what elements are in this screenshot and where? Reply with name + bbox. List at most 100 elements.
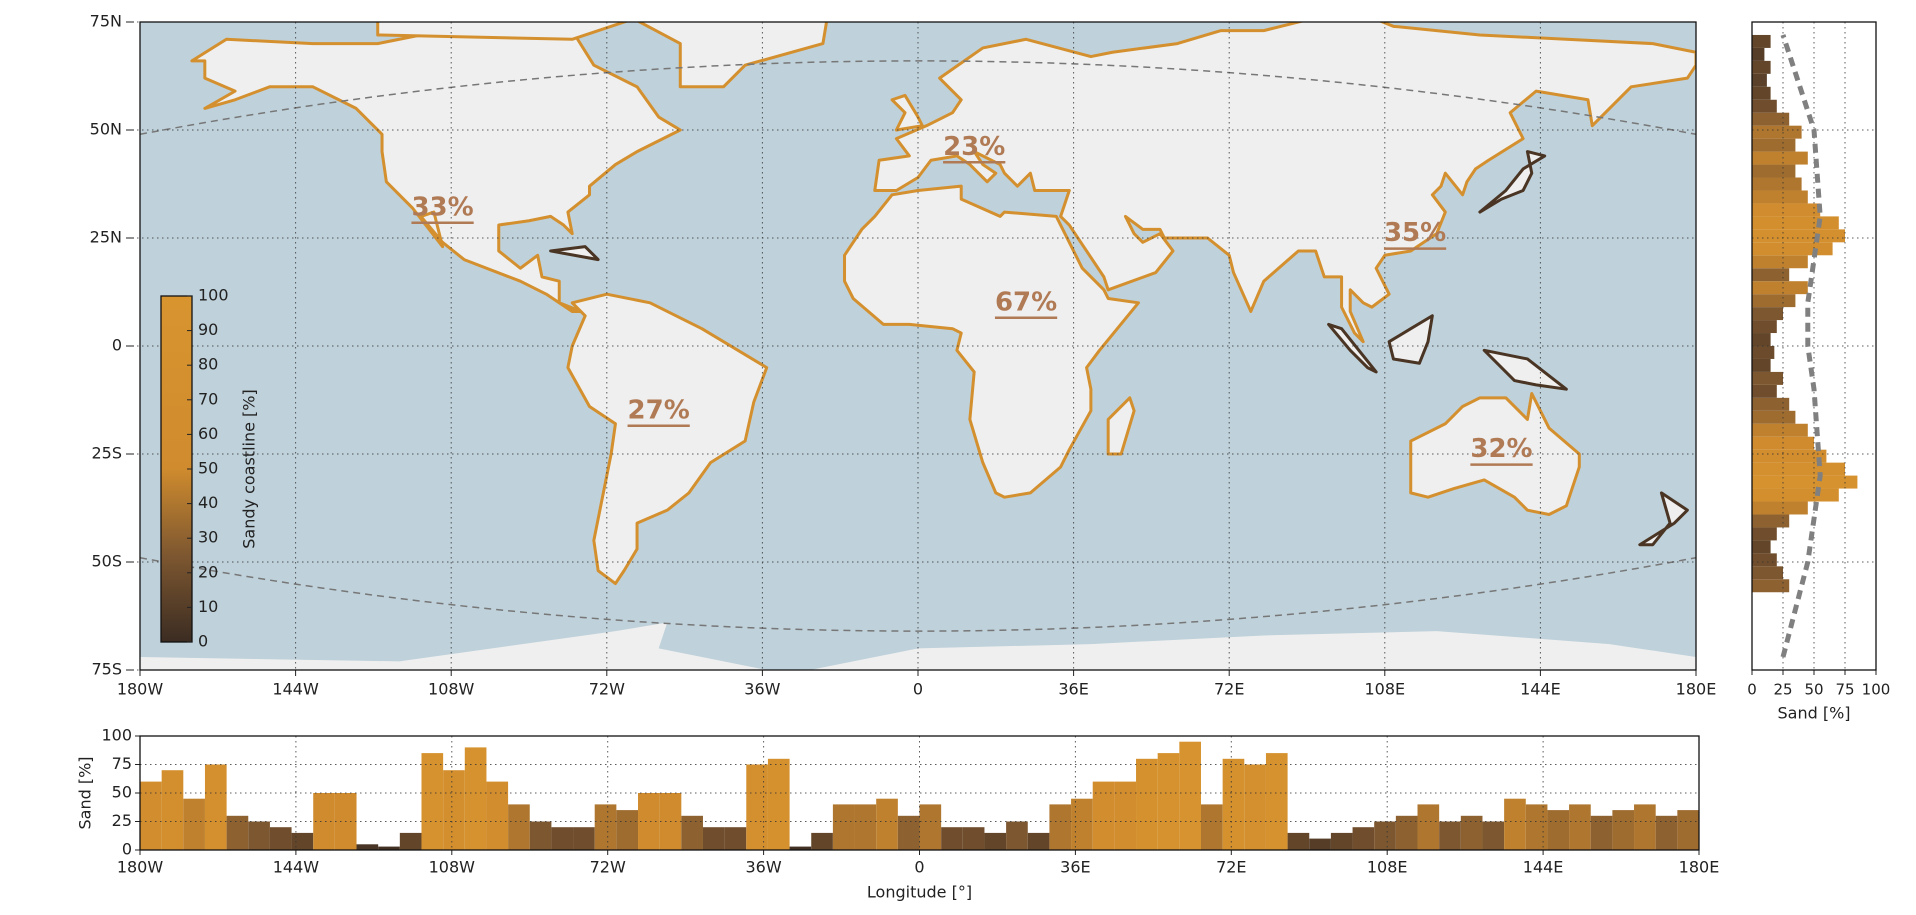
bar — [1752, 138, 1796, 152]
bar — [1752, 47, 1765, 61]
x-tick-label: 100 — [1862, 681, 1891, 699]
x-axis-label: Longitude [°] — [867, 883, 972, 902]
bar — [681, 815, 703, 850]
x-tick-label: 144E — [1520, 680, 1561, 699]
region-percentage: 35% — [1384, 218, 1446, 248]
bar — [1222, 758, 1245, 850]
bar — [378, 846, 400, 850]
bar — [1752, 73, 1767, 87]
x-tick-label: 72W — [590, 858, 626, 877]
x-tick-label: 50 — [1804, 681, 1823, 699]
bar — [1752, 99, 1777, 113]
bar — [248, 821, 270, 850]
bar — [1752, 216, 1839, 230]
bar — [204, 764, 227, 850]
x-tick-label: 75 — [1835, 681, 1854, 699]
landmass — [140, 622, 1696, 670]
y-tick-label: 50N — [90, 120, 122, 139]
bar — [1265, 753, 1288, 850]
bar — [1200, 804, 1223, 850]
bar — [1752, 423, 1808, 437]
bar — [1395, 815, 1418, 850]
bar — [1634, 804, 1656, 850]
region-percentage: 33% — [411, 192, 473, 222]
x-tick-label: 36E — [1058, 680, 1088, 699]
y-tick-label: 75S — [91, 660, 122, 679]
x-tick-label: 180E — [1676, 680, 1717, 699]
bar — [832, 804, 855, 850]
bar — [897, 815, 920, 850]
landmass — [549, 245, 600, 262]
bar — [1752, 553, 1777, 567]
bar — [789, 846, 812, 850]
bar — [1752, 34, 1771, 48]
bar — [1569, 804, 1591, 850]
x-axis-label: Sand [%] — [1777, 704, 1850, 723]
bar — [1677, 810, 1699, 850]
bar — [1752, 164, 1796, 178]
bar — [1655, 815, 1678, 850]
x-tick-label: 144W — [273, 858, 320, 877]
bar — [356, 844, 379, 850]
bar — [1752, 112, 1790, 126]
x-tick-label: 36W — [746, 858, 782, 877]
landmass — [190, 29, 682, 313]
landmass — [376, 22, 629, 41]
bar — [1752, 358, 1771, 372]
bar — [1612, 810, 1635, 850]
x-tick-label: 72W — [589, 680, 625, 699]
bar — [1439, 821, 1461, 850]
landmass — [843, 184, 1140, 499]
bar — [594, 804, 617, 850]
bar — [1352, 827, 1375, 850]
bar — [486, 781, 509, 850]
region-percentage: 32% — [1470, 434, 1532, 464]
y-tick-label: 25 — [112, 811, 132, 830]
bar — [464, 747, 487, 850]
bar — [1752, 475, 1858, 489]
bar — [941, 827, 963, 850]
bar — [1752, 281, 1808, 295]
bar — [1752, 242, 1833, 256]
dashed-curve — [140, 556, 1696, 632]
x-tick-label: 72E — [1214, 680, 1244, 699]
colorbar-tick-label: 50 — [198, 459, 218, 478]
landmass — [1106, 396, 1136, 456]
y-tick-label: 50 — [112, 783, 132, 802]
bar — [811, 832, 833, 850]
bar — [1752, 255, 1808, 269]
bar — [183, 798, 205, 850]
bar — [1752, 320, 1777, 334]
bar — [1752, 449, 1827, 463]
landmass — [566, 292, 769, 586]
bar — [1752, 540, 1771, 554]
bar — [746, 764, 768, 850]
bar — [1752, 397, 1790, 411]
bar — [702, 827, 725, 850]
bar — [1027, 832, 1050, 850]
colorbar-tick-label: 100 — [198, 286, 229, 305]
bar — [443, 770, 465, 850]
x-tick-label: 0 — [1747, 681, 1757, 699]
bar — [1752, 190, 1808, 204]
colorbar-tick-label: 30 — [198, 528, 218, 547]
bar — [1752, 527, 1777, 541]
x-tick-label: 72E — [1216, 858, 1246, 877]
bar — [269, 827, 292, 850]
y-tick-label: 0 — [122, 840, 132, 859]
landmass — [890, 93, 924, 132]
landmass — [1482, 348, 1568, 391]
bar — [1157, 753, 1180, 850]
bar — [1179, 741, 1201, 850]
bar — [1752, 346, 1775, 359]
bar — [1752, 579, 1790, 593]
bar — [313, 793, 335, 850]
plot-frame — [1751, 21, 1877, 671]
bar — [1287, 832, 1310, 850]
mean-curve — [1780, 34, 1823, 658]
colorbar-tick-label: 80 — [198, 355, 218, 374]
landmass — [1409, 392, 1581, 516]
bar — [1752, 501, 1808, 515]
